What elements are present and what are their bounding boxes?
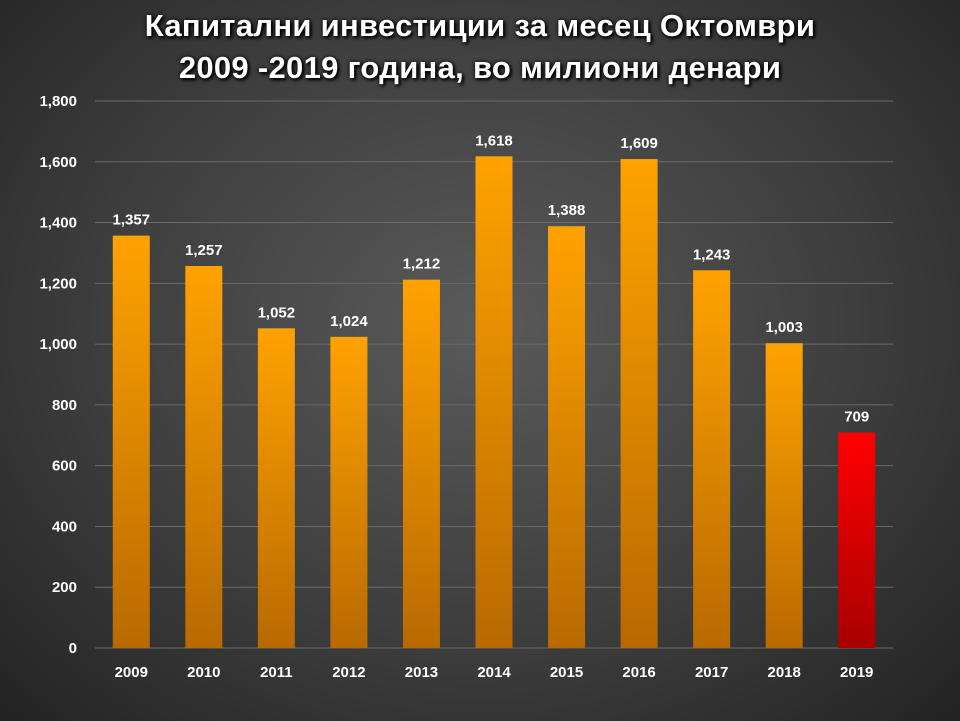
bar-2009 bbox=[112, 235, 150, 648]
data-label-2017: 1,243 bbox=[693, 246, 731, 263]
bars bbox=[112, 156, 876, 649]
y-tick-label: 0 bbox=[69, 640, 77, 657]
y-tick-label: 200 bbox=[52, 579, 77, 596]
data-label-2009: 1,357 bbox=[112, 212, 150, 229]
x-tick-label-2015: 2015 bbox=[550, 664, 583, 681]
x-tick-label-2016: 2016 bbox=[622, 664, 655, 681]
bar-2012 bbox=[330, 336, 368, 648]
data-label-2010: 1,257 bbox=[185, 242, 223, 259]
chart-title-line-1: Капитални инвестиции за месец Октомври bbox=[144, 8, 816, 43]
y-axis-ticks: 0 200 400 600 800 1,000 1,200 1,400 1,600 1,800 bbox=[39, 93, 77, 657]
data-label-2015: 1,388 bbox=[548, 202, 586, 219]
data-label-2011: 1,052 bbox=[258, 304, 296, 321]
y-tick-label: 1,600 bbox=[39, 154, 77, 171]
data-label-2016: 1,609 bbox=[620, 135, 658, 152]
x-tick-label-2018: 2018 bbox=[767, 664, 800, 681]
bar-2015 bbox=[548, 226, 586, 649]
data-labels: 1,357 1,257 1,052 1,024 1,212 1,618 1,388 1,609… bbox=[112, 132, 869, 425]
y-tick-label: 600 bbox=[52, 458, 77, 475]
x-tick-label-2012: 2012 bbox=[332, 664, 365, 681]
bar-2017 bbox=[693, 270, 731, 648]
x-tick-label-2014: 2014 bbox=[477, 664, 511, 681]
x-tick-label-2011: 2011 bbox=[260, 664, 293, 681]
data-label-2012: 1,024 bbox=[330, 313, 368, 330]
y-tick-label: 800 bbox=[52, 397, 77, 414]
data-label-2014: 1,618 bbox=[475, 132, 513, 149]
x-tick-label-2013: 2013 bbox=[405, 664, 438, 681]
y-tick-label: 400 bbox=[52, 518, 77, 535]
x-tick-label-2019: 2019 bbox=[840, 664, 873, 681]
y-tick-label: 1,200 bbox=[39, 275, 77, 292]
y-tick-label: 1,000 bbox=[39, 336, 77, 353]
chart-title-line-2: 2009 -2019 година, во милиони денари bbox=[178, 50, 782, 85]
bar-2018 bbox=[765, 343, 803, 648]
data-label-2018: 1,003 bbox=[765, 319, 803, 336]
data-label-2013: 1,212 bbox=[403, 256, 441, 273]
data-label-2019: 709 bbox=[844, 409, 869, 426]
bar-2016 bbox=[620, 159, 658, 648]
bar-2019 bbox=[838, 432, 876, 648]
x-tick-label-2017: 2017 bbox=[695, 664, 728, 681]
bar-2014 bbox=[475, 156, 513, 648]
y-tick-label: 1,800 bbox=[39, 93, 77, 110]
bar-2011 bbox=[257, 328, 295, 648]
bar-2010 bbox=[185, 266, 223, 648]
x-tick-label-2010: 2010 bbox=[187, 664, 220, 681]
bar-2013 bbox=[402, 279, 440, 648]
x-axis-ticks: 2009 2010 2011 2012 2013 2014 2015 2016 2017 2018… bbox=[115, 664, 874, 681]
y-tick-label: 1,400 bbox=[39, 215, 77, 232]
x-tick-label-2009: 2009 bbox=[115, 664, 148, 681]
